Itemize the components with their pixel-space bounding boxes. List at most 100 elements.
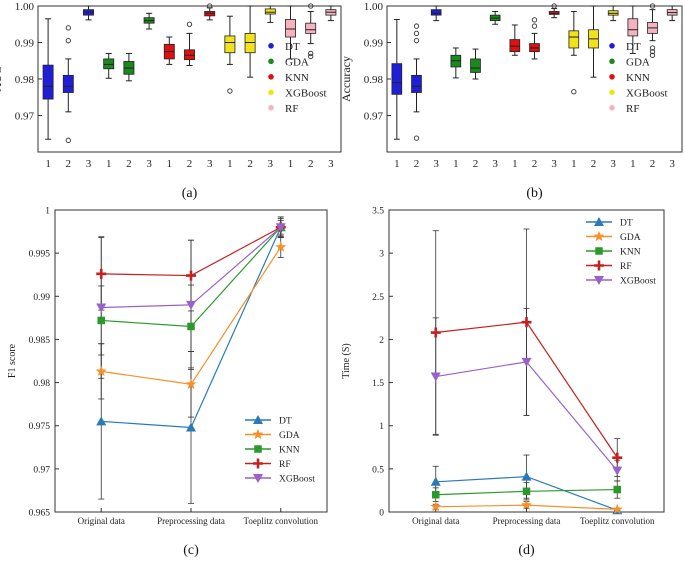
- box-body: [62, 74, 74, 93]
- outlier-point: [65, 137, 71, 143]
- legend: DT GDA KNN XGBoost RF: [609, 41, 668, 115]
- legend-label: GDA: [285, 56, 309, 68]
- data-point: [522, 487, 531, 496]
- data-point: [611, 503, 623, 515]
- legend-label: DT: [285, 41, 300, 53]
- data-point: [96, 416, 107, 426]
- outlier-point: [308, 53, 314, 60]
- legend-label: KNN: [285, 72, 309, 84]
- box-body: [42, 64, 54, 100]
- data-point: [97, 316, 105, 325]
- box-dt-3: [83, 5, 94, 21]
- box-knn-2: [529, 17, 540, 60]
- x-tick-label: 2: [473, 158, 479, 170]
- legend-marker-knn: [254, 445, 262, 453]
- outlier-point: [551, 3, 557, 9]
- legend: DT GDA KNN RF XGBoost: [245, 415, 315, 485]
- y-tick-label: 0.97: [33, 465, 50, 475]
- legend-marker-knn: [609, 74, 615, 80]
- data-point: [521, 499, 532, 510]
- box-rf-3: [325, 5, 337, 22]
- y-axis-label: F1 score: [7, 343, 18, 378]
- x-tick-label: 1: [106, 158, 112, 170]
- x-tick-label: 2: [126, 158, 132, 170]
- x-tick-label: 2: [308, 158, 314, 170]
- box-body: [411, 74, 422, 93]
- legend-label: DT: [626, 41, 641, 53]
- x-tick-label: 2: [650, 158, 656, 170]
- y-tick-label: 0.98: [364, 74, 384, 86]
- y-tick-label: 0.965: [29, 509, 51, 519]
- legend-marker-xgboost: [594, 276, 604, 285]
- outlier-point: [65, 25, 71, 31]
- x-tick-label: 3: [86, 158, 92, 170]
- box-gda-2: [470, 48, 481, 80]
- box-gda-3: [489, 10, 501, 25]
- panel-caption: (b): [526, 186, 543, 201]
- box-gda-1: [103, 52, 115, 79]
- box-dt-2: [411, 23, 422, 141]
- panel-b-boxplot-accuracy: 0.97 0.98 0.99 1.00 Accuracy 1 2 3 1 2 3 1 2 3 1 2 3 1 2 3 D…: [339, 1, 683, 201]
- x-tick-label: 3: [146, 158, 152, 170]
- y-tick-label: 0.98: [33, 379, 50, 389]
- box-knn-1: [163, 36, 175, 65]
- x-tick-label: Original data: [412, 516, 459, 526]
- box-xgboost-2: [244, 5, 256, 78]
- outlier-point: [227, 88, 233, 94]
- y-tick-label: 0.985: [29, 336, 51, 346]
- data-point: [612, 466, 623, 476]
- legend-label: RF: [285, 103, 298, 115]
- legend-label: DT: [620, 219, 633, 229]
- box-knn-2: [184, 21, 195, 66]
- box-body: [285, 19, 296, 38]
- box-body: [627, 18, 639, 37]
- box-dt-2: [62, 25, 74, 143]
- y-axis-label: Accuracy: [339, 56, 353, 102]
- x-tick-label: Toeplitz convolution: [243, 516, 318, 526]
- y-tick-label: 3: [379, 250, 384, 260]
- legend-label: XGBoost: [620, 277, 656, 287]
- x-tick-label: Original data: [78, 516, 125, 526]
- x-tick-label: 1: [512, 158, 518, 170]
- legend-marker-dt: [253, 415, 263, 424]
- x-tick-label: 3: [268, 158, 274, 170]
- x-tick-label: 1: [571, 158, 577, 170]
- panel-c-line-f1-score: 0.965 0.97 0.975 0.98 0.985 0.99 0.995 1 F1 scor…: [7, 207, 328, 558]
- x-tick-label: 3: [433, 158, 439, 170]
- y-tick-label: 1: [379, 422, 384, 432]
- outlier-point: [413, 23, 420, 29]
- legend-marker-xgboost: [609, 89, 615, 96]
- y-axis-label: Time (S): [341, 343, 352, 378]
- box-xgboost-1: [224, 15, 236, 94]
- x-tick-label: 1: [630, 158, 636, 170]
- outlier-point: [186, 21, 193, 27]
- y-axis-label: AUC: [0, 66, 4, 91]
- x-tick-label: 3: [492, 158, 498, 170]
- data-point: [185, 378, 197, 389]
- y-tick-label: 1.5: [372, 379, 384, 389]
- series-gda: [430, 499, 623, 515]
- y-tick-label: 1: [45, 207, 50, 217]
- data-point: [521, 471, 532, 481]
- y-tick-label: 2.5: [372, 293, 384, 303]
- x-tick-label: 3: [551, 158, 557, 170]
- series-xgboost: [96, 223, 286, 313]
- y-tick-label: 0.5: [372, 465, 384, 475]
- box-rf-2: [647, 3, 658, 58]
- series-knn: [432, 485, 621, 499]
- data-point: [432, 490, 440, 499]
- box-gda-3: [143, 12, 155, 30]
- data-point: [612, 452, 623, 463]
- outlier-point: [413, 38, 420, 44]
- box-xgboost-2: [588, 5, 599, 78]
- data-point: [186, 300, 196, 310]
- legend-label: RF: [279, 460, 291, 470]
- data-point: [521, 357, 532, 367]
- box-xgboost-3: [607, 5, 619, 22]
- data-point: [186, 422, 196, 432]
- legend-label: XGBoost: [279, 475, 315, 485]
- box-xgboost-1: [568, 10, 580, 95]
- legend-label: XGBoost: [626, 87, 668, 99]
- box-xgboost-3: [264, 5, 276, 23]
- y-tick-label: 0: [379, 509, 384, 519]
